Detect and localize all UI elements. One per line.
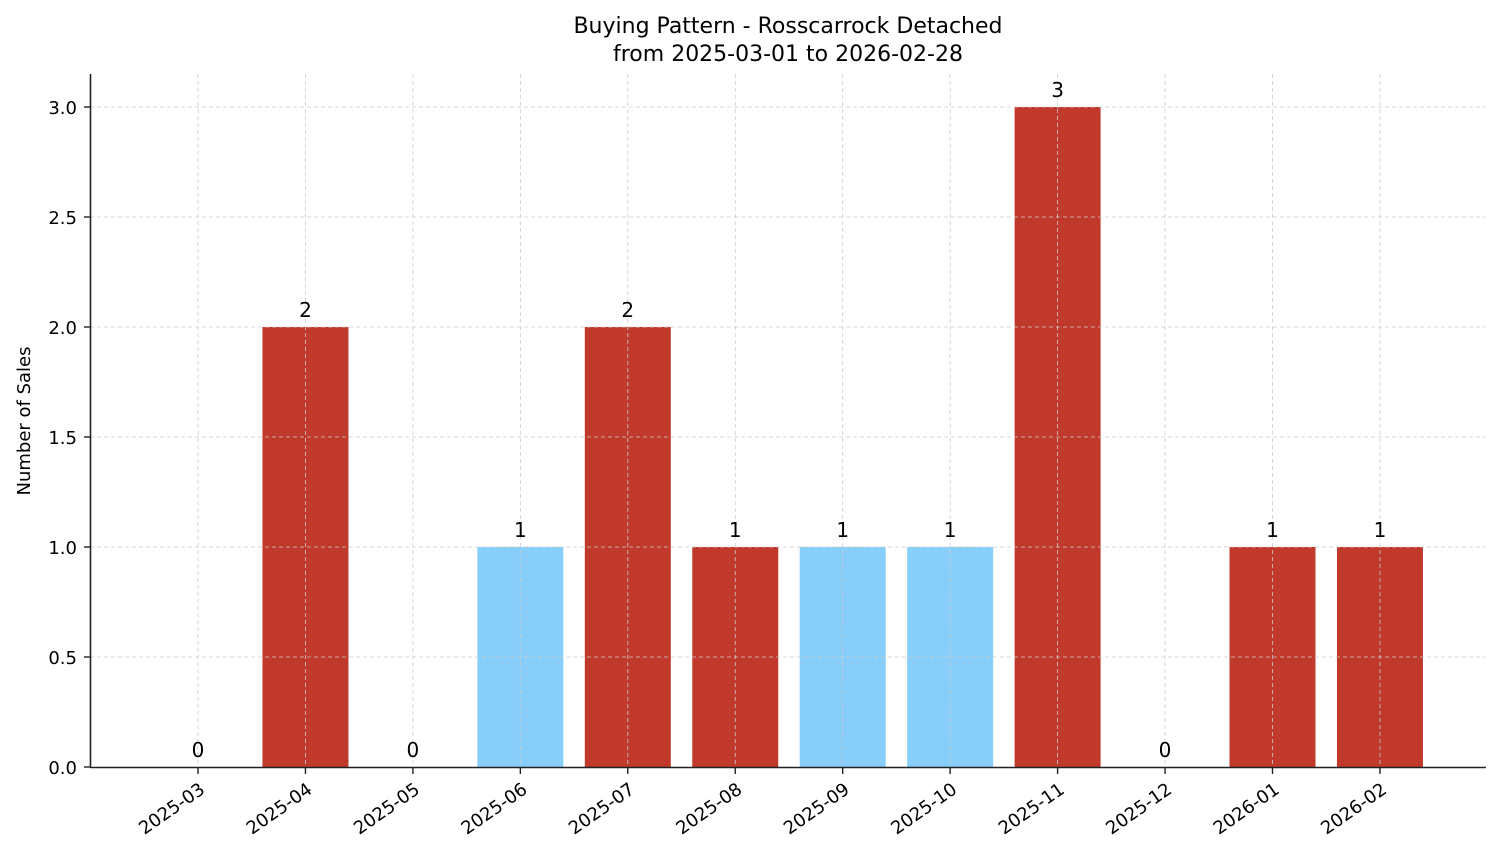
bar-value-label: 1 (1374, 518, 1387, 542)
bar-value-label: 3 (1051, 78, 1064, 102)
x-tick-label: 2026-01 (1210, 779, 1284, 839)
y-tick-label: 0.5 (48, 648, 77, 669)
bar-value-label: 2 (299, 298, 312, 322)
x-tick-label: 2026-02 (1317, 779, 1391, 839)
x-tick-label: 2025-11 (995, 779, 1069, 839)
bar-value-labels: 0 2 0 1 2 1 1 1 3 0 1 1 (192, 78, 1387, 762)
y-tick-label: 1.5 (48, 428, 77, 449)
y-tick-label: 2.0 (48, 318, 77, 339)
x-tick-label: 2025-05 (350, 779, 424, 839)
bar-value-label: 0 (1159, 738, 1172, 762)
gridlines (90, 74, 1486, 767)
chart-subtitle: from 2025-03-01 to 2026-02-28 (613, 42, 963, 67)
y-tick-label: 1.0 (48, 538, 77, 559)
bar-value-label: 1 (944, 518, 957, 542)
x-tick-label: 2025-07 (565, 779, 639, 839)
bar-value-label: 0 (407, 738, 420, 762)
bar-value-label: 1 (836, 518, 849, 542)
bar-value-label: 2 (621, 298, 634, 322)
x-axis-ticks: 2025-03 2025-04 2025-05 2025-06 2025-07 2025-… (135, 767, 1391, 839)
x-tick-label: 2025-08 (672, 779, 746, 839)
x-tick-label: 2025-03 (135, 779, 209, 839)
y-axis-ticks: 0.0 0.5 1.0 1.5 2.0 2.5 3.0 (48, 98, 90, 779)
chart-title: Buying Pattern - Rosscarrock Detached (573, 14, 1002, 39)
y-tick-label: 2.5 (48, 208, 77, 229)
bar-value-label: 1 (729, 518, 742, 542)
x-tick-label: 2025-09 (780, 779, 854, 839)
bar-value-label: 0 (192, 738, 205, 762)
x-tick-label: 2025-04 (243, 779, 317, 839)
x-tick-label: 2025-06 (458, 779, 532, 839)
x-tick-label: 2025-12 (1102, 779, 1176, 839)
x-tick-label: 2025-10 (887, 779, 961, 839)
y-axis-label: Number of Sales (14, 346, 35, 495)
bar-value-label: 1 (514, 518, 527, 542)
y-tick-label: 3.0 (48, 98, 77, 119)
bar-value-label: 1 (1266, 518, 1279, 542)
y-tick-label: 0.0 (48, 758, 77, 779)
